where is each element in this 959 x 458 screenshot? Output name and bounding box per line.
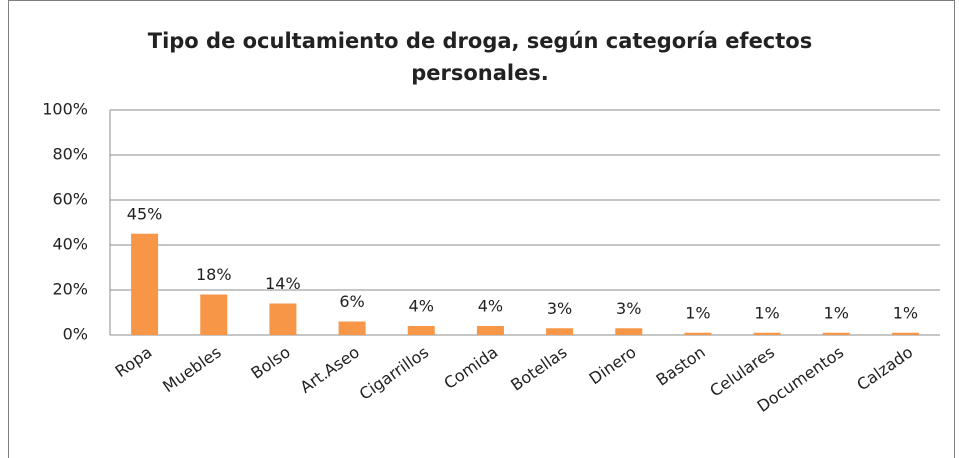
data-label: 18%	[196, 265, 232, 284]
y-tick-label: 60%	[52, 190, 88, 209]
data-label: 45%	[127, 204, 163, 223]
data-label: 14%	[265, 274, 301, 293]
bar	[822, 332, 850, 335]
data-label: 1%	[893, 303, 918, 322]
bar	[200, 294, 228, 335]
bar	[753, 332, 781, 335]
chart-title: Tipo de ocultamiento de droga, según cat…	[148, 29, 812, 53]
data-label: 3%	[616, 299, 641, 318]
bar	[476, 326, 504, 335]
y-tick-label: 20%	[52, 280, 88, 299]
chart-title: personales.	[411, 61, 549, 85]
y-tick-label: 100%	[42, 100, 88, 119]
data-label: 3%	[547, 299, 572, 318]
bar	[131, 233, 159, 335]
data-label: 4%	[478, 297, 503, 316]
data-label: 4%	[409, 297, 434, 316]
data-label: 6%	[339, 292, 364, 311]
data-label: 1%	[685, 303, 710, 322]
bar	[269, 303, 297, 335]
bar	[891, 332, 919, 335]
y-tick-label: 40%	[52, 235, 88, 254]
bar	[615, 328, 643, 335]
y-tick-label: 0%	[63, 325, 88, 344]
bar	[684, 332, 712, 335]
data-label: 1%	[824, 303, 849, 322]
bar	[546, 328, 574, 335]
y-tick-label: 80%	[52, 145, 88, 164]
bar	[407, 326, 435, 335]
data-label: 1%	[754, 303, 779, 322]
chart-frame	[8, 0, 955, 458]
bar	[338, 321, 366, 335]
